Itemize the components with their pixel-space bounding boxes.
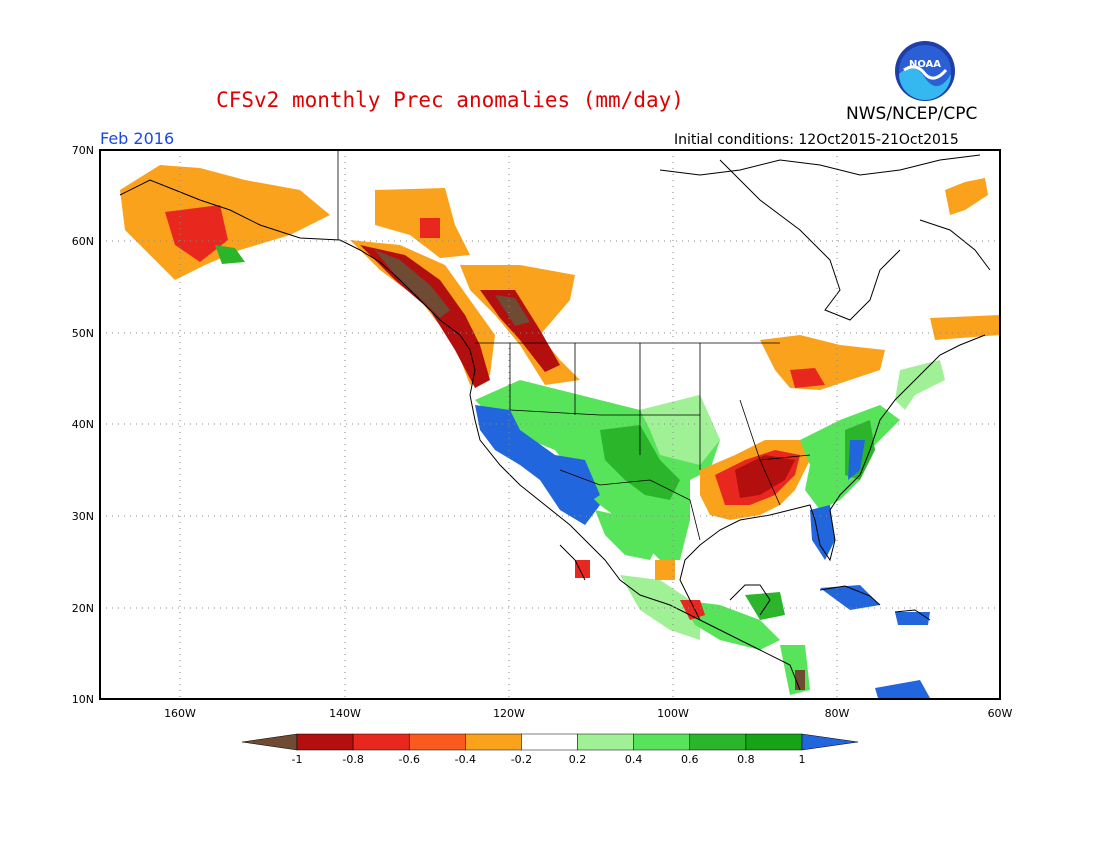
colorbar-label: -0.6 — [398, 753, 419, 766]
colorbar-cell — [465, 733, 522, 751]
lon-label: 60W — [988, 707, 1013, 720]
colorbar-cell — [521, 733, 578, 751]
colorbar-label: -0.4 — [455, 753, 476, 766]
borders — [337, 150, 811, 541]
lat-label: 50N — [72, 327, 94, 340]
colorbar-cell — [352, 733, 410, 751]
gridlines — [100, 150, 1000, 699]
colorbar-label: -0.2 — [511, 753, 532, 766]
lon-label: 160W — [164, 707, 196, 720]
valid-month-label: Feb 2016 — [100, 129, 175, 148]
colorbar-cell — [689, 733, 747, 751]
colorbar-label: 0.2 — [569, 753, 587, 766]
lon-label: 80W — [825, 707, 850, 720]
latitude-labels: 70N 60N 50N 40N 30N 20N 10N — [72, 144, 94, 706]
chart-title: CFSv2 monthly Prec anomalies (mm/day) — [216, 88, 684, 112]
longitude-labels: 160W 140W 120W 100W 80W 60W — [164, 707, 1012, 720]
colorbar-cell — [633, 733, 691, 751]
coastlines — [119, 154, 991, 691]
colorbar: -1 -0.8 -0.6 -0.4 -0.2 0.2 0.4 0.6 0.8 1 — [241, 733, 859, 766]
lon-label: 140W — [329, 707, 361, 720]
colorbar-cell — [296, 733, 354, 751]
colorbar-arrow-low — [241, 733, 298, 751]
lon-label: 120W — [493, 707, 525, 720]
lon-label: 100W — [657, 707, 689, 720]
lat-label: 10N — [72, 693, 94, 706]
colorbar-arrow-high — [801, 733, 859, 751]
organization-label: NWS/NCEP/CPC — [846, 104, 978, 124]
colorbar-label: -1 — [292, 753, 303, 766]
colorbar-label: 0.8 — [737, 753, 755, 766]
map-frame — [99, 149, 1001, 700]
colorbar-cell — [745, 733, 803, 751]
lat-label: 40N — [72, 418, 94, 431]
lat-label: 30N — [72, 510, 94, 523]
noaa-logo-icon: NOAA — [895, 41, 955, 101]
colorbar-label: -0.8 — [342, 753, 363, 766]
svg-text:NOAA: NOAA — [909, 59, 941, 70]
colorbar-label: 1 — [799, 753, 806, 766]
lat-label: 60N — [72, 235, 94, 248]
lat-label: 20N — [72, 602, 94, 615]
colorbar-label: 0.4 — [625, 753, 643, 766]
anomaly-layer — [120, 165, 1000, 698]
lat-label: 70N — [72, 144, 94, 157]
colorbar-label: 0.6 — [681, 753, 699, 766]
colorbar-cell — [577, 733, 634, 751]
initial-conditions-label: Initial conditions: 12Oct2015-21Oct2015 — [674, 132, 959, 148]
colorbar-cell — [408, 733, 466, 751]
